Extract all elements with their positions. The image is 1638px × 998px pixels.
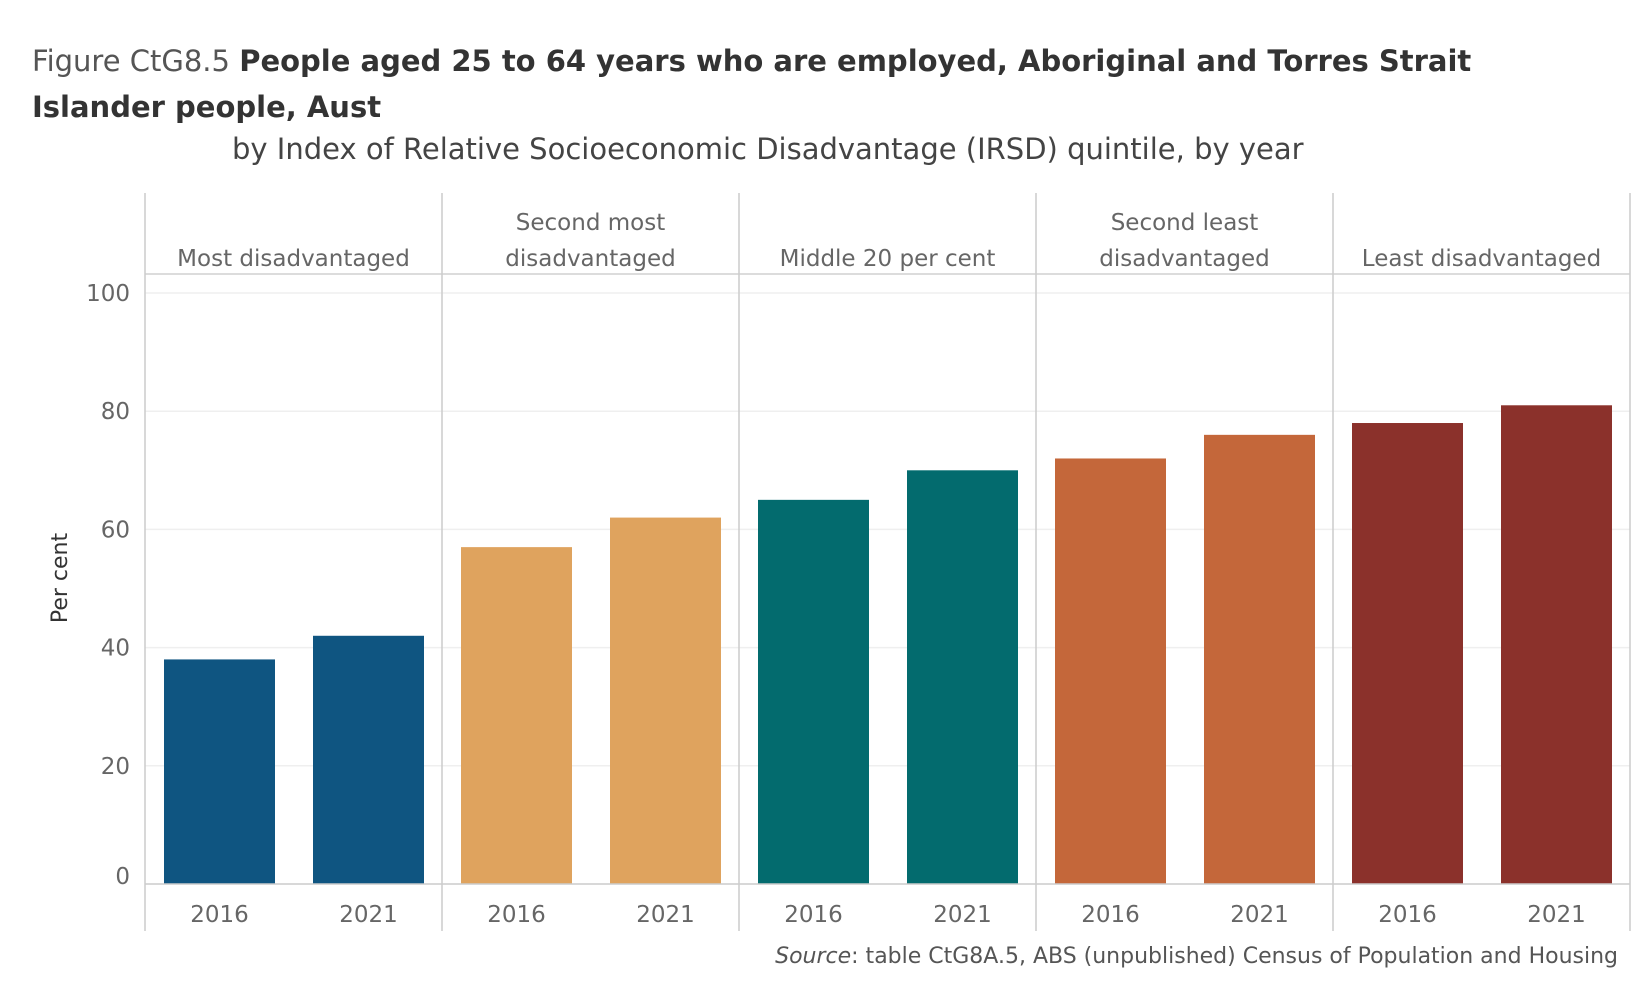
x-tick-label: 2016 — [1081, 902, 1140, 928]
x-tick-label: 2021 — [636, 902, 695, 928]
bar-2016 — [1055, 458, 1166, 884]
source-text: : table CtG8A.5, ABS (unpublished) Censu… — [851, 944, 1618, 969]
bar-2016 — [1352, 423, 1463, 884]
panel-header-label: Most disadvantaged — [177, 246, 410, 272]
figure-label: Figure CtG8.5 — [32, 44, 230, 78]
bar-2021 — [907, 470, 1018, 884]
y-tick-label: 100 — [86, 281, 130, 307]
bar-2016 — [758, 499, 869, 884]
panel-header-label: Middle 20 per cent — [780, 246, 996, 272]
figure-main-title: People aged 25 to 64 years who are emplo… — [32, 44, 1472, 124]
bar-2021 — [313, 635, 424, 884]
bar-2021 — [1204, 434, 1315, 884]
y-tick-label: 0 — [115, 864, 130, 890]
figure-title: Figure CtG8.5 People aged 25 to 64 years… — [32, 38, 1592, 130]
x-tick-label: 2016 — [190, 902, 249, 928]
title-block: Figure CtG8.5 People aged 25 to 64 years… — [32, 38, 1592, 130]
y-tick-label: 60 — [101, 517, 130, 543]
x-tick-label: 2021 — [339, 902, 398, 928]
bar-2016 — [461, 547, 572, 884]
panel-header-label: Second least — [1111, 210, 1259, 236]
bar-2021 — [610, 517, 721, 884]
bar-chart: 0 20 40 60 80 100 Per cent Most disadvantaged 20… — [48, 193, 1631, 931]
y-axis-label: Per cent — [48, 533, 73, 624]
source-label: Source — [775, 944, 852, 969]
x-tick-label: 2016 — [784, 902, 843, 928]
panel-header-label: Least disadvantaged — [1362, 246, 1601, 272]
x-tick-label: 2021 — [933, 902, 992, 928]
x-tick-label: 2016 — [487, 902, 546, 928]
x-tick-label: 2021 — [1230, 902, 1289, 928]
x-tick-label: 2016 — [1378, 902, 1437, 928]
y-tick-label: 20 — [101, 754, 130, 780]
bar-2021 — [1501, 405, 1612, 884]
source-note: Source: table CtG8A.5, ABS (unpublished)… — [775, 944, 1618, 969]
figure-subtitle: by Index of Relative Socioeconomic Disad… — [232, 132, 1304, 166]
panel-header-label: disadvantaged — [1099, 246, 1269, 272]
x-tick-label: 2021 — [1527, 902, 1586, 928]
y-tick-label: 80 — [101, 399, 130, 425]
panel-header-label: disadvantaged — [505, 246, 675, 272]
panel-header-label: Second most — [516, 210, 665, 236]
bar-2016 — [164, 659, 275, 884]
y-tick-label: 40 — [101, 636, 130, 662]
